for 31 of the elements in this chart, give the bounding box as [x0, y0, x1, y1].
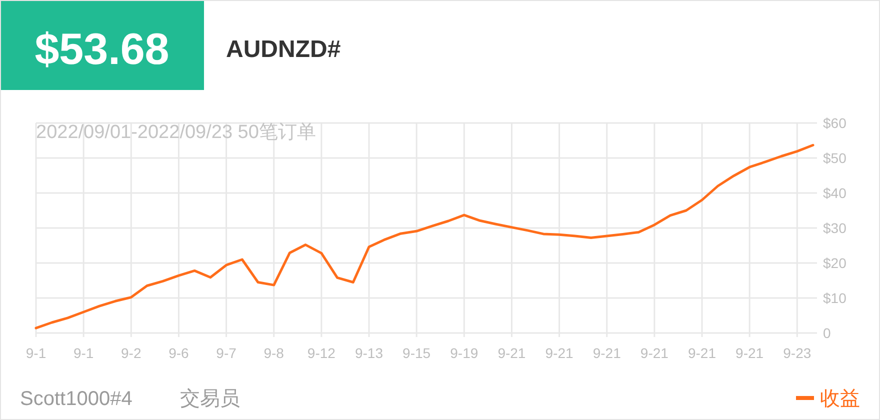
y-tick-label: $40 [823, 185, 847, 201]
x-tick-label: 9-6 [168, 345, 190, 361]
x-tick-label: 9-21 [736, 345, 764, 361]
x-tick-label: 9-23 [783, 345, 812, 361]
y-tick-label: $50 [823, 150, 847, 166]
x-tick-label: 9-8 [264, 345, 284, 361]
x-tick-label: 9-13 [354, 345, 384, 361]
x-tick-label: 9-21 [498, 345, 526, 361]
x-tick-label: 9-1 [26, 345, 46, 361]
line-series [34, 144, 814, 330]
x-tick-label: 9-15 [402, 345, 431, 361]
chart-subtitle: 2022/09/01-2022/09/23 50笔订单 [36, 122, 316, 143]
text: Scott1000#4 [20, 388, 132, 410]
x-tick-label: 9-2 [121, 345, 142, 361]
x-tick-label: 9-7 [216, 345, 237, 361]
y-tick-label: $30 [823, 220, 847, 236]
y-tick-label: $60 [823, 115, 847, 131]
y-tick-label: 0 [823, 325, 831, 341]
x-tick-label: 9-19 [450, 345, 478, 361]
y-tick-label: $20 [823, 255, 847, 271]
x-tick-label: 9-21 [545, 345, 574, 361]
text: $53.68 [34, 25, 170, 74]
y-tick-label: $10 [823, 290, 847, 306]
legend-label: 收益 [820, 388, 860, 410]
x-tick-label: 9-12 [307, 345, 336, 361]
x-tick-label: 9-21 [592, 345, 622, 361]
x-tick-label: 9-21 [688, 345, 716, 361]
text: 交易员 [180, 388, 240, 410]
x-tick-label: 9-1 [73, 345, 94, 361]
x-tick-label: 9-21 [640, 345, 669, 361]
chart-title: AUDNZD# [226, 36, 341, 63]
